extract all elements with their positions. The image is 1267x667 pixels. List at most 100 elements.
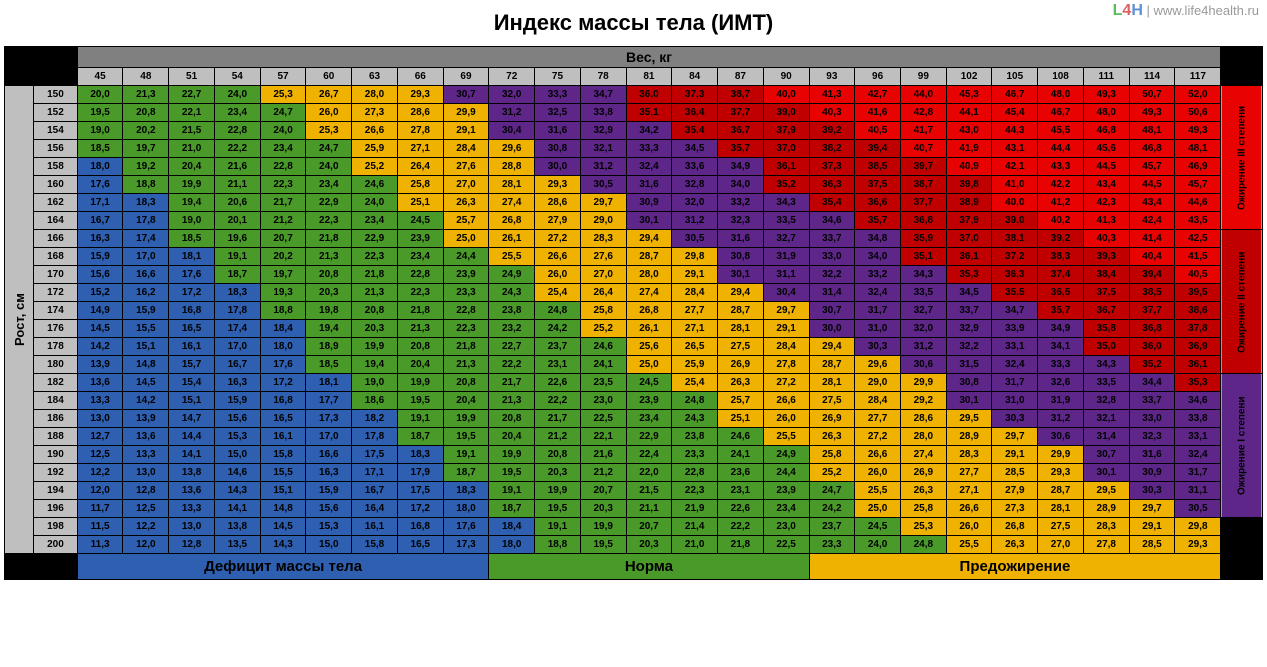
bmi-cell: 31,7 xyxy=(1175,464,1221,482)
bmi-cell: 13,8 xyxy=(214,518,260,536)
weight-header: 87 xyxy=(718,68,764,86)
bmi-cell: 32,3 xyxy=(1129,428,1175,446)
bmi-cell: 28,3 xyxy=(580,230,626,248)
bmi-cell: 21,2 xyxy=(260,212,306,230)
height-header: 190 xyxy=(34,446,78,464)
bmi-cell: 39,0 xyxy=(763,104,809,122)
bmi-cell: 20,3 xyxy=(580,500,626,518)
bmi-cell: 36,4 xyxy=(672,104,718,122)
bmi-cell: 28,3 xyxy=(946,446,992,464)
bmi-cell: 18,1 xyxy=(306,374,352,392)
bmi-cell: 49,3 xyxy=(1083,86,1129,104)
bmi-cell: 46,7 xyxy=(1038,104,1084,122)
bmi-cell: 19,1 xyxy=(443,446,489,464)
height-header: 166 xyxy=(34,230,78,248)
bmi-cell: 17,3 xyxy=(443,536,489,554)
bmi-cell: 19,2 xyxy=(123,158,169,176)
bmi-cell: 25,5 xyxy=(855,482,901,500)
bmi-cell: 40,3 xyxy=(809,104,855,122)
bmi-cell: 22,3 xyxy=(352,248,398,266)
bmi-cell: 30,5 xyxy=(580,176,626,194)
bmi-cell: 21,1 xyxy=(626,500,672,518)
bmi-cell: 11,5 xyxy=(77,518,123,536)
bmi-cell: 21,3 xyxy=(443,356,489,374)
bmi-cell: 26,1 xyxy=(489,230,535,248)
bmi-cell: 19,5 xyxy=(443,428,489,446)
bmi-cell: 26,3 xyxy=(900,482,946,500)
bmi-cell: 40,3 xyxy=(1083,230,1129,248)
bmi-cell: 16,6 xyxy=(306,446,352,464)
side-label: Ожирение III степени xyxy=(1221,86,1263,230)
bmi-cell: 31,1 xyxy=(763,266,809,284)
bmi-cell: 30,1 xyxy=(718,266,764,284)
bmi-cell: 27,4 xyxy=(626,284,672,302)
bmi-cell: 36,3 xyxy=(809,176,855,194)
bmi-cell: 18,0 xyxy=(260,338,306,356)
bmi-cell: 26,0 xyxy=(306,104,352,122)
bmi-cell: 32,8 xyxy=(672,176,718,194)
bmi-cell: 25,2 xyxy=(352,158,398,176)
bmi-cell: 41,4 xyxy=(1129,230,1175,248)
bmi-cell: 15,3 xyxy=(306,518,352,536)
bmi-cell: 17,8 xyxy=(123,212,169,230)
bmi-cell: 31,1 xyxy=(1175,482,1221,500)
bmi-cell: 17,5 xyxy=(397,482,443,500)
bmi-cell: 40,0 xyxy=(763,86,809,104)
bmi-cell: 33,5 xyxy=(900,284,946,302)
bmi-cell: 16,1 xyxy=(352,518,398,536)
bmi-cell: 22,7 xyxy=(169,86,215,104)
bmi-cell: 23,2 xyxy=(489,320,535,338)
bmi-cell: 20,1 xyxy=(214,212,260,230)
bmi-cell: 19,4 xyxy=(352,356,398,374)
bmi-cell: 43,5 xyxy=(1175,212,1221,230)
side-label: Ожирение I степени xyxy=(1221,374,1263,518)
bmi-cell: 27,5 xyxy=(1038,518,1084,536)
bmi-cell: 33,3 xyxy=(626,140,672,158)
bmi-cell: 14,1 xyxy=(169,446,215,464)
height-header: 160 xyxy=(34,176,78,194)
bmi-cell: 21,1 xyxy=(214,176,260,194)
bmi-cell: 17,8 xyxy=(214,302,260,320)
bmi-table: Вес, кг454851545760636669727578818487909… xyxy=(4,46,1263,580)
bmi-cell: 19,9 xyxy=(169,176,215,194)
bmi-cell: 25,0 xyxy=(855,500,901,518)
bmi-cell: 22,8 xyxy=(260,158,306,176)
bmi-cell: 49,3 xyxy=(1129,104,1175,122)
bmi-cell: 36,5 xyxy=(1038,284,1084,302)
bmi-cell: 35,8 xyxy=(1083,320,1129,338)
bmi-cell: 20,8 xyxy=(443,374,489,392)
bmi-cell: 18,3 xyxy=(123,194,169,212)
bmi-cell: 27,7 xyxy=(855,410,901,428)
bmi-cell: 31,4 xyxy=(809,284,855,302)
bmi-cell: 27,1 xyxy=(672,320,718,338)
bmi-cell: 21,8 xyxy=(306,230,352,248)
bmi-cell: 28,4 xyxy=(763,338,809,356)
bmi-cell: 14,8 xyxy=(123,356,169,374)
bmi-cell: 39,7 xyxy=(900,158,946,176)
weight-header: 72 xyxy=(489,68,535,86)
bmi-cell: 26,5 xyxy=(672,338,718,356)
bmi-cell: 15,6 xyxy=(306,500,352,518)
bmi-cell: 27,1 xyxy=(397,140,443,158)
bmi-cell: 23,4 xyxy=(763,500,809,518)
bmi-cell: 24,0 xyxy=(260,122,306,140)
bmi-cell: 17,2 xyxy=(169,284,215,302)
bmi-cell: 23,9 xyxy=(397,230,443,248)
bmi-cell: 30,7 xyxy=(443,86,489,104)
bmi-cell: 32,0 xyxy=(672,194,718,212)
bmi-cell: 35,7 xyxy=(718,140,764,158)
bmi-cell: 50,6 xyxy=(1175,104,1221,122)
bmi-cell: 22,4 xyxy=(626,446,672,464)
bmi-cell: 14,1 xyxy=(214,500,260,518)
height-header: 178 xyxy=(34,338,78,356)
bmi-cell: 29,2 xyxy=(900,392,946,410)
bmi-cell: 19,8 xyxy=(306,302,352,320)
bmi-cell: 17,9 xyxy=(397,464,443,482)
bmi-cell: 39,5 xyxy=(1175,284,1221,302)
bmi-cell: 16,3 xyxy=(214,374,260,392)
bmi-cell: 16,5 xyxy=(169,320,215,338)
bmi-cell: 33,8 xyxy=(1175,410,1221,428)
bmi-cell: 14,3 xyxy=(214,482,260,500)
bmi-cell: 37,7 xyxy=(900,194,946,212)
bmi-cell: 22,2 xyxy=(489,356,535,374)
